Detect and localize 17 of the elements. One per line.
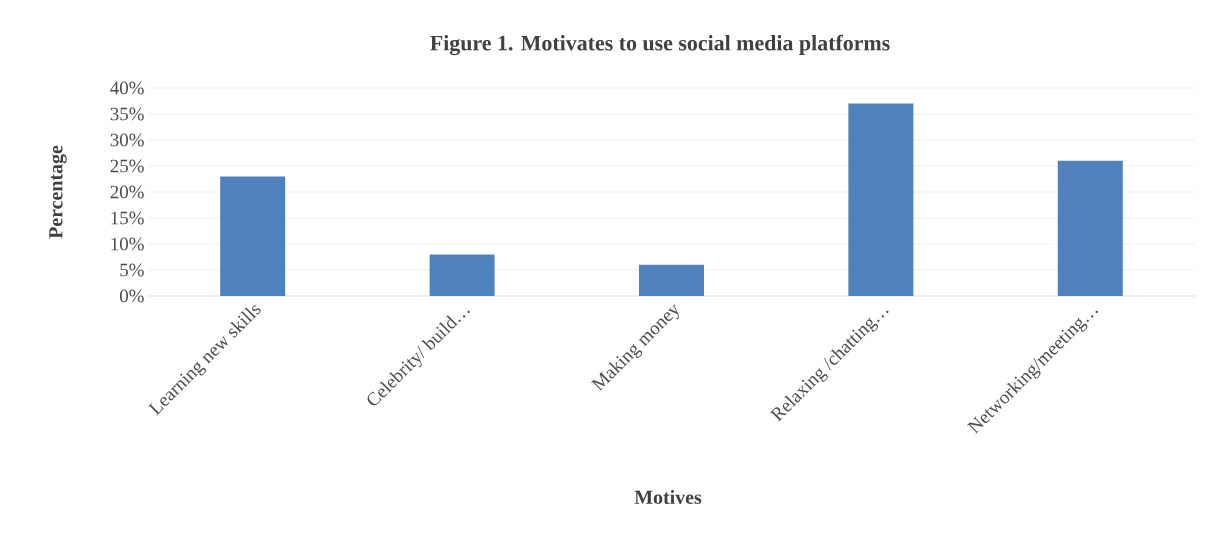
y-tick-label: 15% — [111, 211, 144, 225]
y-tick-label: 0% — [119, 289, 144, 303]
bar — [638, 264, 704, 296]
y-axis-title: Percentage — [49, 145, 67, 239]
bar — [1057, 160, 1123, 296]
y-tick-label: 30% — [110, 133, 144, 147]
y-tick-label: 25% — [110, 159, 144, 173]
x-axis-title: Motives — [634, 489, 702, 504]
bar — [848, 103, 914, 296]
bar — [220, 176, 286, 296]
y-tick-label: 20% — [110, 185, 144, 199]
y-tick-label: 5% — [120, 263, 144, 277]
chart-title: Figure 1. Motivates to use social media platforms — [430, 34, 890, 56]
y-tick-label: 40% — [110, 81, 144, 95]
bar — [429, 254, 495, 296]
y-tick-label: 10% — [111, 237, 144, 251]
y-tick-label: 35% — [110, 107, 144, 121]
